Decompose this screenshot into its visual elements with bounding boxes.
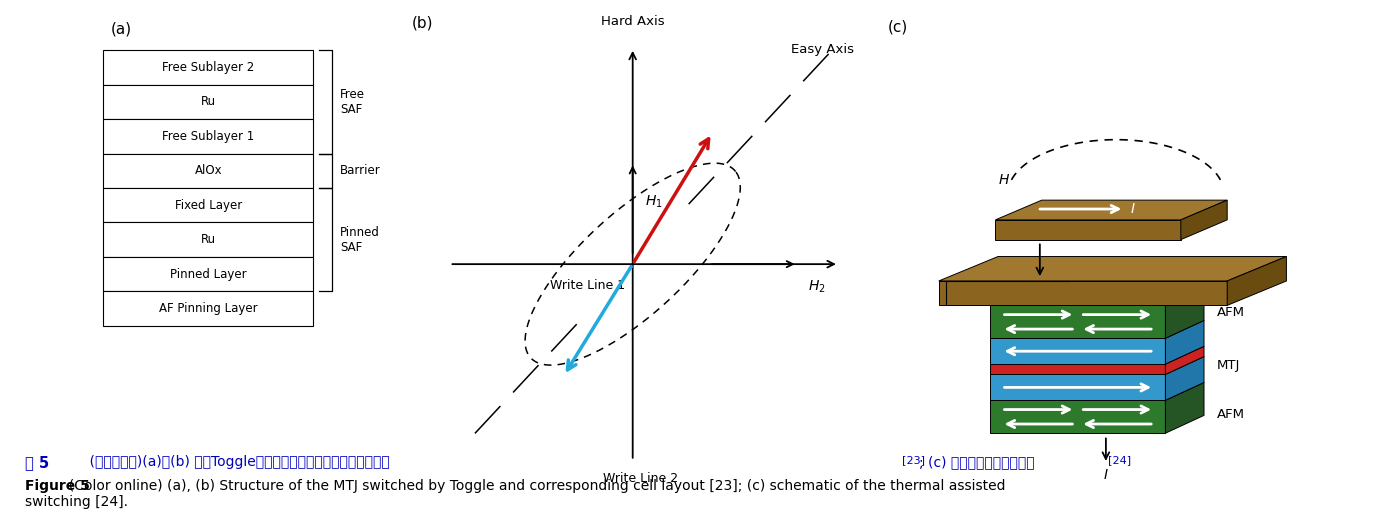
Text: Write Line 2: Write Line 2 (603, 472, 678, 485)
Polygon shape (1165, 287, 1204, 338)
Polygon shape (990, 305, 1165, 338)
Bar (103, 154, 313, 188)
Polygon shape (990, 287, 1204, 305)
Polygon shape (938, 281, 1228, 305)
Polygon shape (990, 364, 1165, 375)
Text: [24]: [24] (1108, 455, 1132, 465)
Text: Write Line 1: Write Line 1 (550, 279, 625, 292)
Text: AFM: AFM (1217, 306, 1244, 319)
Text: (a): (a) (110, 21, 132, 36)
Text: Pinned Layer: Pinned Layer (170, 268, 246, 281)
Polygon shape (995, 220, 1180, 240)
Polygon shape (1165, 346, 1204, 375)
Bar (103, 188, 313, 223)
Text: (b): (b) (411, 15, 433, 30)
Text: Free Sublayer 2: Free Sublayer 2 (161, 61, 255, 74)
Polygon shape (990, 346, 1204, 364)
Text: H: H (998, 173, 1009, 187)
Polygon shape (1165, 320, 1204, 364)
Text: (Color online) (a), (b) Structure of the MTJ switched by Toggle and correspondin: (Color online) (a), (b) Structure of the… (25, 479, 1005, 509)
Polygon shape (990, 400, 1165, 433)
Text: ; (c) 热辅助写入方式示意图: ; (c) 热辅助写入方式示意图 (919, 455, 1034, 469)
Polygon shape (1165, 357, 1204, 400)
Polygon shape (995, 200, 1228, 220)
Text: AFM: AFM (1217, 409, 1244, 421)
Bar (103, 257, 313, 291)
Text: $H_1$: $H_1$ (644, 194, 663, 210)
Polygon shape (1228, 256, 1286, 305)
Text: Barrier: Barrier (340, 164, 380, 177)
Text: Fixed Layer: Fixed Layer (174, 199, 242, 212)
Polygon shape (990, 357, 1204, 375)
Text: MTJ: MTJ (1217, 359, 1240, 372)
Text: I: I (1104, 468, 1108, 483)
Polygon shape (1165, 382, 1204, 433)
Text: Ru: Ru (200, 95, 216, 108)
Polygon shape (990, 320, 1204, 338)
Text: $H_2$: $H_2$ (809, 279, 825, 295)
Bar (103, 291, 313, 326)
Text: AF Pinning Layer: AF Pinning Layer (159, 302, 258, 315)
Text: Hard Axis: Hard Axis (601, 15, 664, 28)
Polygon shape (990, 382, 1204, 400)
Polygon shape (990, 338, 1165, 364)
Bar (103, 119, 313, 154)
Text: 图 5: 图 5 (25, 455, 49, 470)
Text: Easy Axis: Easy Axis (791, 43, 855, 56)
Polygon shape (938, 256, 1286, 281)
Text: Free Sublayer 1: Free Sublayer 1 (161, 130, 255, 143)
Text: Pinned
SAF: Pinned SAF (340, 226, 380, 254)
Polygon shape (990, 375, 1165, 400)
Text: (网络版彩图)(a)和(b) 采用Toggle写入方式的磁隧道结结构及位元布局: (网络版彩图)(a)和(b) 采用Toggle写入方式的磁隧道结结构及位元布局 (72, 455, 390, 469)
Text: Ru: Ru (200, 233, 216, 246)
Text: [23]: [23] (902, 455, 926, 465)
Text: (c): (c) (887, 20, 908, 34)
Text: Figure 5: Figure 5 (25, 479, 90, 493)
Bar (103, 223, 313, 257)
Text: I: I (1130, 202, 1134, 216)
Polygon shape (1180, 200, 1228, 240)
Bar (103, 50, 313, 84)
Text: Free
SAF: Free SAF (340, 88, 365, 116)
Text: AlOx: AlOx (195, 164, 223, 177)
Bar (103, 84, 313, 119)
